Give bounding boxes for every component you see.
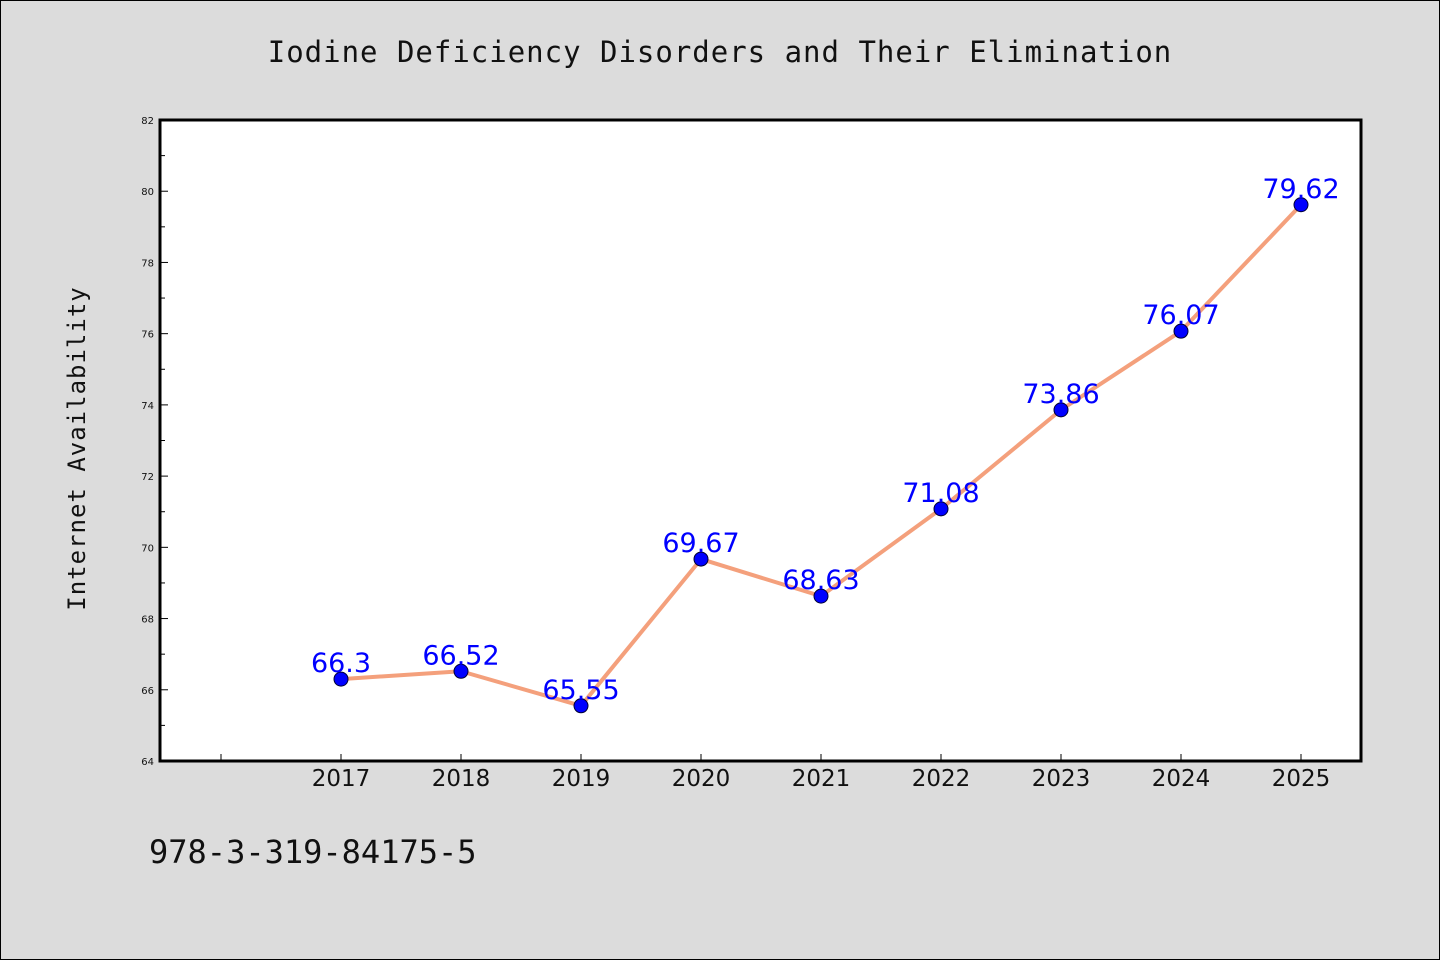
y-tick-label: 68 (141, 615, 154, 626)
data-point (333, 671, 349, 687)
x-tick-label: 2019 (552, 766, 611, 792)
data-point (1173, 323, 1189, 339)
y-tick-label: 76 (141, 330, 154, 341)
plot-area (158, 118, 1363, 763)
y-tick-label: 64 (141, 757, 154, 768)
data-label: 66.3 (311, 648, 371, 679)
data-label: 79.62 (1262, 174, 1339, 205)
data-point (573, 698, 589, 714)
y-tick-label: 78 (141, 258, 154, 269)
data-point (1053, 402, 1069, 418)
data-label: 69.67 (662, 528, 739, 559)
x-tick-label: 2024 (1152, 766, 1211, 792)
x-tick-label: 2018 (432, 766, 491, 792)
data-label: 76.07 (1142, 300, 1219, 331)
data-point (453, 663, 469, 679)
data-label: 71.08 (902, 478, 979, 509)
x-tick-label: 2017 (312, 766, 371, 792)
data-label: 68.63 (782, 565, 859, 596)
x-tick-label: 2021 (792, 766, 851, 792)
data-label: 66.52 (422, 640, 499, 671)
isbn-code: 978-3-319-84175-5 (149, 833, 477, 871)
y-axis: 64 66 68 70 72 74 76 78 80 82 (141, 116, 168, 768)
x-tick-label: 2020 (672, 766, 731, 792)
series-group: 66.3 66.52 65.55 69.67 68.63 71.08 73.86 76.07 7… (311, 174, 1340, 714)
y-axis-label: Internet Availability (63, 286, 91, 610)
y-tick-label: 74 (141, 401, 154, 412)
y-tick-label: 70 (141, 543, 154, 554)
x-tick-label: 2022 (912, 766, 971, 792)
x-tick-label: 2023 (1032, 766, 1091, 792)
data-label: 73.86 (1022, 379, 1099, 410)
data-point (813, 588, 829, 604)
chart-title: Iodine Deficiency Disorders and Their El… (267, 35, 1173, 69)
data-point (933, 501, 949, 517)
x-tick-label: 2025 (1272, 766, 1331, 792)
x-axis: 2017 2018 2019 2020 2021 2022 2023 2024 2025 (220, 754, 1331, 792)
data-point (1293, 197, 1309, 213)
data-point (693, 551, 709, 567)
y-tick-label: 72 (141, 472, 154, 483)
y-tick-label: 80 (141, 187, 154, 198)
y-tick-label: 82 (141, 116, 154, 127)
y-tick-label: 66 (141, 686, 154, 697)
data-label: 65.55 (542, 675, 619, 706)
